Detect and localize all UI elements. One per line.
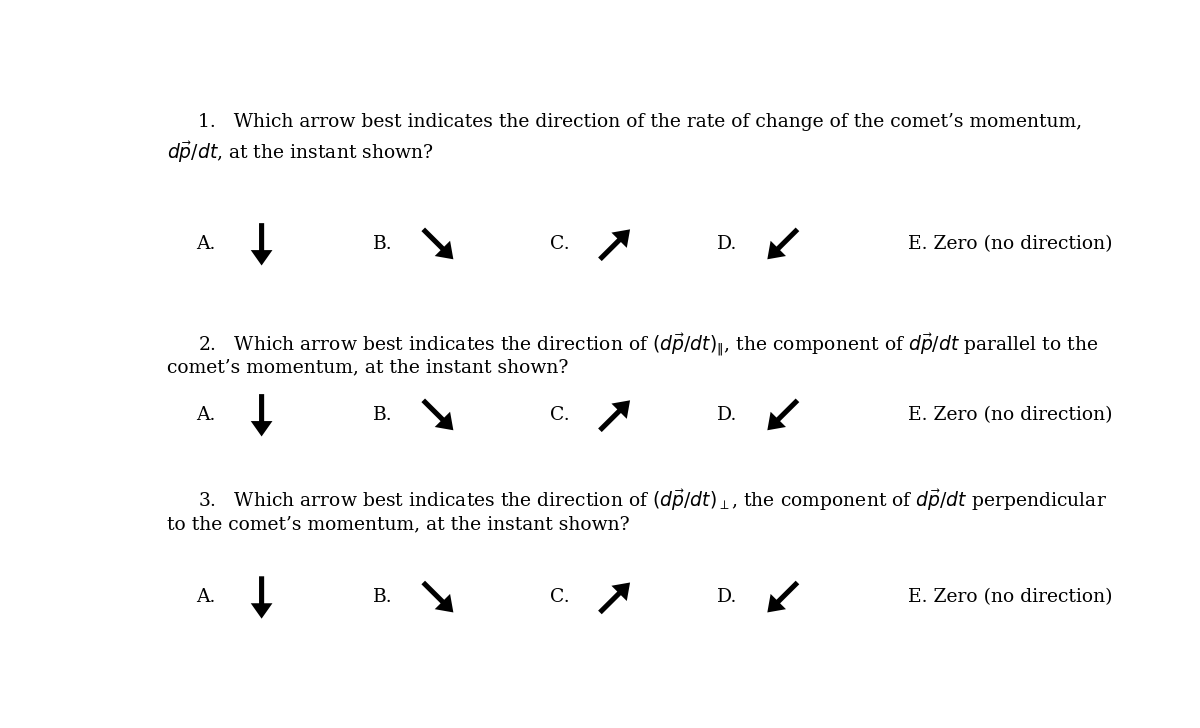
Text: B.: B. [373,235,392,253]
FancyArrow shape [421,398,454,430]
Text: A.: A. [197,406,216,424]
Text: B.: B. [373,588,392,606]
Text: A.: A. [197,588,216,606]
Text: C.: C. [550,406,570,424]
FancyArrow shape [251,577,272,619]
Text: E. Zero (no direction): E. Zero (no direction) [908,235,1112,253]
FancyArrow shape [767,398,799,430]
FancyArrow shape [421,581,454,612]
Text: C.: C. [550,235,570,253]
Text: A.: A. [197,235,216,253]
FancyArrow shape [598,229,630,261]
FancyArrow shape [598,582,630,614]
FancyArrow shape [251,223,272,266]
FancyArrow shape [767,581,799,612]
FancyArrow shape [598,400,630,432]
FancyArrow shape [767,228,799,259]
Text: E. Zero (no direction): E. Zero (no direction) [908,588,1112,606]
Text: E. Zero (no direction): E. Zero (no direction) [908,406,1112,424]
Text: C.: C. [550,588,570,606]
Text: 2.   Which arrow best indicates the direction of $(d\vec{p}/dt)_{\|}$, the compo: 2. Which arrow best indicates the direct… [198,331,1099,357]
Text: 3.   Which arrow best indicates the direction of $(d\vec{p}/dt)_{\perp}$, the co: 3. Which arrow best indicates the direct… [198,488,1108,513]
Text: 1.   Which arrow best indicates the direction of the rate of change of the comet: 1. Which arrow best indicates the direct… [198,113,1082,130]
Text: B.: B. [373,406,392,424]
Text: D.: D. [718,235,738,253]
Text: D.: D. [718,406,738,424]
Text: comet’s momentum, at the instant shown?: comet’s momentum, at the instant shown? [167,358,568,376]
FancyArrow shape [251,394,272,437]
Text: $d\vec{p}/dt$, at the instant shown?: $d\vec{p}/dt$, at the instant shown? [167,140,433,165]
Text: to the comet’s momentum, at the instant shown?: to the comet’s momentum, at the instant … [167,515,629,533]
FancyArrow shape [421,228,454,259]
Text: D.: D. [718,588,738,606]
